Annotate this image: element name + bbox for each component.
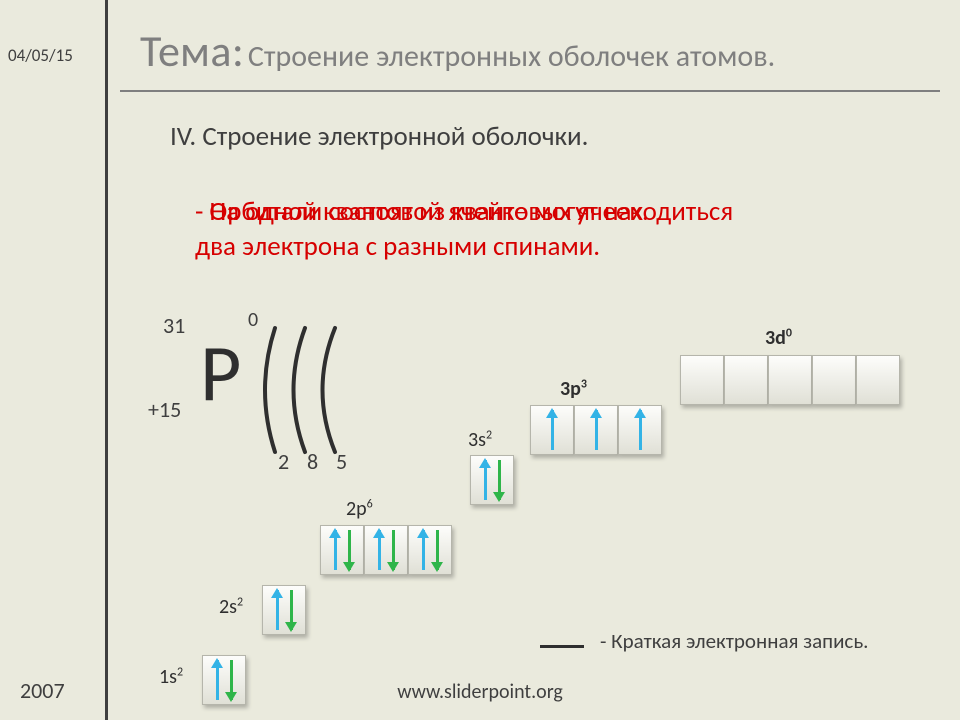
shell-arcs xyxy=(250,320,380,460)
element-symbol: P xyxy=(200,325,241,422)
orbital-label-2s: 2s2 xyxy=(219,595,243,619)
orbital-cell-3d xyxy=(812,355,856,405)
orbital-cell-2p xyxy=(408,525,452,575)
orbital-cell-3d xyxy=(680,355,724,405)
orbital-cell-2s xyxy=(262,585,306,635)
red-line1-b: - Орбитали состоят из квантовых ячеек. xyxy=(195,195,649,230)
orbital-label-2p: 2p6 xyxy=(346,497,373,521)
orbital-cell-3p xyxy=(574,405,618,455)
orbital-label-3p: 3p3 xyxy=(560,377,587,401)
shell-count-1: 2 xyxy=(278,448,289,475)
orbital-cell-3p xyxy=(530,405,574,455)
date-label: 04/05/15 xyxy=(8,45,73,66)
orbital-label-3d: 3d0 xyxy=(765,326,792,350)
orbital-cell-3d xyxy=(724,355,768,405)
vertical-divider xyxy=(105,0,108,720)
orbital-cell-3p xyxy=(618,405,662,455)
short-notation-label: - Краткая электронная запись. xyxy=(600,628,868,654)
atomic-number: +15 xyxy=(148,396,181,423)
source-url: www.sliderpoint.org xyxy=(0,680,960,704)
red-line2: два электрона с разными спинами. xyxy=(195,230,855,265)
orbital-cell-2p xyxy=(364,525,408,575)
title: Тема: Строение электронных оболочек атом… xyxy=(140,24,930,78)
section-heading: IV. Строение электронной оболочки. xyxy=(170,120,588,153)
mass-number: 31 xyxy=(163,312,185,339)
title-prefix: Тема: xyxy=(140,24,244,78)
short-underline xyxy=(540,645,584,648)
slide: 04/05/15 Тема: Строение электронных обол… xyxy=(0,0,960,720)
red-principle-text: - На одной квантовой ячейке могут находи… xyxy=(195,195,855,264)
orbital-cell-2p xyxy=(320,525,364,575)
orbital-cell-3s xyxy=(470,455,514,505)
shell-count-3: 5 xyxy=(336,448,347,475)
horizontal-rule xyxy=(120,90,940,92)
title-rest: Строение электронных оболочек атомов. xyxy=(248,38,775,75)
shell-count-2: 8 xyxy=(307,448,318,475)
orbital-label-3s: 3s2 xyxy=(468,428,492,452)
orbital-cell-3d xyxy=(768,355,812,405)
orbital-cell-3d xyxy=(856,355,900,405)
